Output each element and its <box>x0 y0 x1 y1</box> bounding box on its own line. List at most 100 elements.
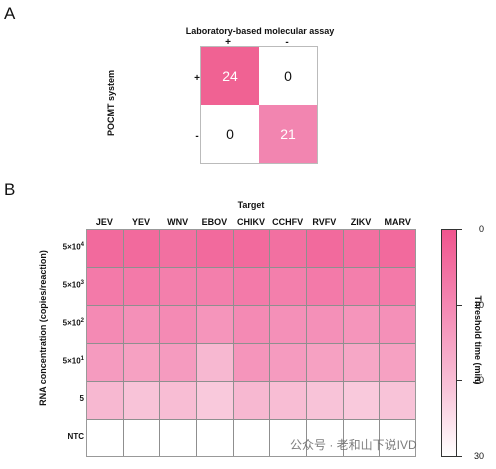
heatmap-column-label: CHIKV <box>236 217 265 227</box>
heatmap-cell <box>233 306 271 344</box>
heatmap-cell <box>197 382 234 420</box>
heatmap-column-label: MARV <box>384 217 411 227</box>
heatmap-cell <box>307 420 344 456</box>
heatmap-column-label: EBOV <box>201 217 228 227</box>
colorbar <box>441 229 457 457</box>
row-label-base: 5×10 <box>62 280 81 290</box>
colorbar-tick-label: 0 <box>478 224 484 234</box>
heatmap-cell <box>343 382 381 420</box>
heatmap-cell <box>270 268 307 306</box>
heatmap-cell <box>87 268 124 306</box>
heatmap-cell <box>343 344 381 382</box>
heatmap-cell <box>380 382 415 420</box>
heatmap-cell <box>380 230 415 268</box>
heatmap-cell <box>123 420 161 456</box>
heatmap-cell <box>343 268 381 306</box>
colorbar-tick-mark <box>457 229 462 230</box>
confusion-matrix-title: Laboratory-based molecular assay <box>185 26 335 36</box>
heatmap-cell <box>233 420 271 456</box>
heatmap-cell <box>380 268 415 306</box>
row-label-base: NTC <box>67 432 84 441</box>
confusion-cell: 21 <box>259 105 317 163</box>
heatmap-cell <box>123 344 161 382</box>
heatmap-cell <box>307 306 344 344</box>
heatmap-cell <box>123 268 161 306</box>
heatmap-row-label: 5×104 <box>50 242 84 252</box>
heatmap-column-label: RVFV <box>312 217 337 227</box>
heatmap-column-label: ZIKV <box>350 217 372 227</box>
heatmap-cell <box>87 306 124 344</box>
row-label-base: 5 <box>79 394 84 403</box>
heatmap-grid <box>86 229 416 457</box>
heatmap-row-label: 5×101 <box>50 356 84 366</box>
heatmap-cell <box>270 344 307 382</box>
heatmap-cell <box>160 382 197 420</box>
confusion-cell: 24 <box>201 47 259 105</box>
heatmap-cell <box>270 230 307 268</box>
heatmap-row-label: 5 <box>50 394 84 403</box>
heatmap-cell <box>160 420 197 456</box>
heatmap-cell <box>233 382 271 420</box>
colorbar-tick-label: 20 <box>473 375 484 386</box>
colorbar-tick-mark <box>457 304 462 306</box>
panel-a-letter: A <box>4 4 16 23</box>
row-label-base: 5×10 <box>62 242 81 252</box>
heatmap-cell <box>160 230 197 268</box>
heatmap-cell <box>307 344 344 382</box>
heatmap-cell <box>233 344 271 382</box>
colorbar-tick-label: 10 <box>473 299 484 310</box>
heatmap-cell <box>87 230 124 268</box>
heatmap-row-label: 5×103 <box>50 280 84 290</box>
confusion-row-axis-label: POCMT system <box>106 69 116 137</box>
confusion-matrix: 24 0 0 21 <box>200 46 318 164</box>
heatmap-cell <box>233 268 271 306</box>
heatmap-cell <box>123 306 161 344</box>
heatmap-cell <box>307 230 344 268</box>
colorbar-label: Threshold time (min) <box>473 295 483 385</box>
confusion-row-label-positive: + <box>194 73 200 84</box>
heatmap-cell <box>197 306 234 344</box>
heatmap-column-label: CCHFV <box>272 217 304 227</box>
confusion-col-label-positive: + <box>225 37 231 48</box>
heatmap-y-axis-label: RNA concentration (copies/reaction) <box>38 250 48 406</box>
heatmap-cell <box>270 382 307 420</box>
heatmap-cell <box>307 268 344 306</box>
row-label-exponent: 2 <box>80 318 84 324</box>
heatmap-cell <box>343 230 381 268</box>
heatmap-cell <box>380 344 415 382</box>
heatmap-row-label: NTC <box>50 432 84 441</box>
heatmap-cell <box>307 382 344 420</box>
heatmap-cell <box>233 230 271 268</box>
heatmap-cell <box>343 306 381 344</box>
heatmap-cell <box>197 344 234 382</box>
heatmap-column-label: WNV <box>167 217 189 227</box>
row-label-exponent: 4 <box>80 242 84 248</box>
row-label-exponent: 3 <box>80 280 84 286</box>
heatmap-cell <box>270 306 307 344</box>
confusion-row-label-negative: - <box>195 131 199 142</box>
heatmap-cell <box>197 420 234 456</box>
heatmap-cell <box>197 268 234 306</box>
heatmap-cell <box>160 268 197 306</box>
confusion-cell: 0 <box>259 47 317 105</box>
heatmap-row-label: 5×102 <box>50 318 84 328</box>
heatmap-column-label: JEV <box>95 217 113 227</box>
panel-b-letter: B <box>4 180 16 199</box>
heatmap-column-label: YEV <box>131 217 150 227</box>
heatmap-cell <box>343 420 381 456</box>
heatmap-cell <box>123 230 161 268</box>
colorbar-tick-label: 30 <box>473 451 484 461</box>
colorbar-tick-mark <box>457 380 462 382</box>
heatmap-cell <box>160 306 197 344</box>
row-label-base: 5×10 <box>62 356 81 366</box>
heatmap-cell <box>87 382 124 420</box>
heatmap-cell <box>123 382 161 420</box>
heatmap-cell <box>87 344 124 382</box>
confusion-col-label-negative: - <box>285 37 289 48</box>
row-label-base: 5×10 <box>62 318 81 328</box>
colorbar-tick-mark <box>457 456 462 457</box>
heatmap-title: Target <box>237 200 265 210</box>
heatmap-cell <box>197 230 234 268</box>
row-label-exponent: 1 <box>80 356 84 362</box>
heatmap-cell <box>380 306 415 344</box>
